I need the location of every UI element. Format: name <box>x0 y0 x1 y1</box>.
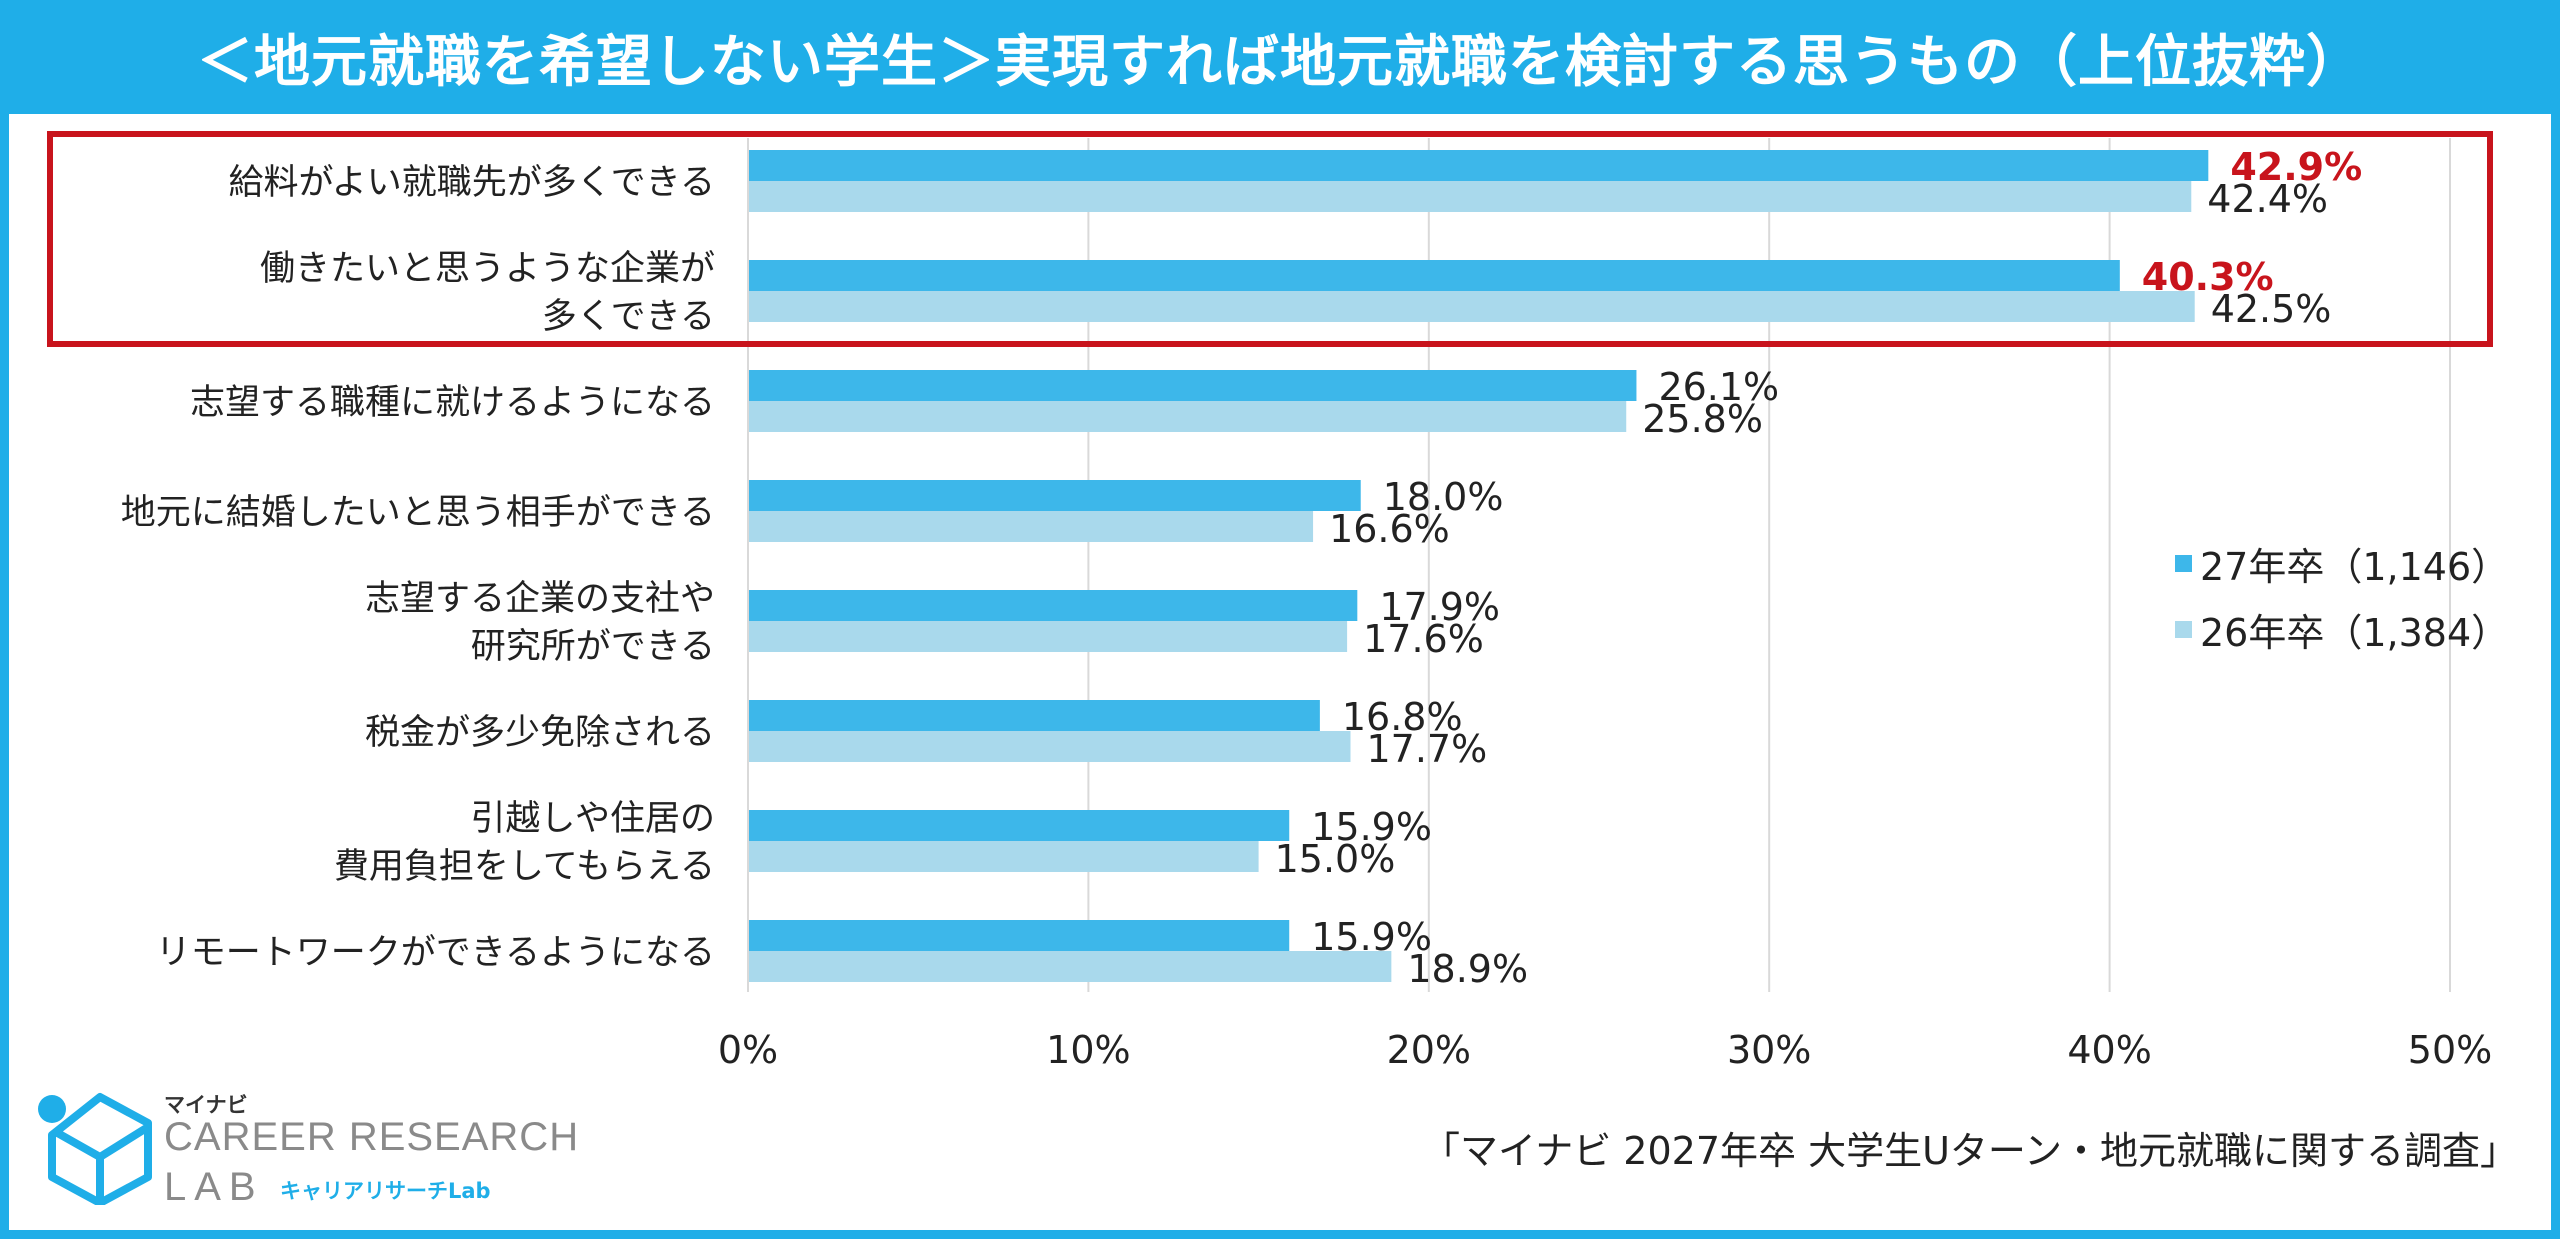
x-tick-label-4: 40% <box>2067 1028 2151 1072</box>
category-label-4: 志望する企業の支社や研究所ができる <box>365 579 715 667</box>
legend-item-27: 27年卒（1,146） <box>2175 530 2509 596</box>
x-tick-label-0: 0% <box>718 1028 778 1072</box>
bar-6-1 <box>748 841 1259 872</box>
logo-cube-icon <box>38 1093 152 1205</box>
data-label-4-1: 17.6% <box>1363 617 1484 661</box>
data-label-0-0: 42.9% <box>2230 145 2362 189</box>
x-tick-label-5: 50% <box>2408 1028 2492 1072</box>
category-label-1: 働きたいと思うような企業が多くできる <box>260 249 715 337</box>
bar-4-0 <box>748 590 1358 621</box>
bar-0-0 <box>748 150 2209 181</box>
x-tick-label-1: 10% <box>1046 1028 1130 1072</box>
category-label-5: 税金が多少免除される <box>365 713 715 753</box>
legend-label-27: 27年卒（1,146） <box>2200 544 2510 589</box>
bar-5-0 <box>748 700 1320 731</box>
legend-item-26: 26年卒（1,384） <box>2175 596 2509 662</box>
logo-line1: CAREER RESEARCH <box>164 1115 580 1159</box>
legend-swatch-27 <box>2175 554 2192 572</box>
bar-2-0 <box>748 370 1637 401</box>
x-tick-label-2: 20% <box>1387 1028 1471 1072</box>
logo-line2: LAB <box>164 1165 264 1209</box>
bar-6-0 <box>748 810 1290 841</box>
category-label-7: リモートワークができるようになる <box>156 933 715 973</box>
category-label-2: 志望する職種に就けるようになる <box>190 383 715 423</box>
legend: 27年卒（1,146） 26年卒（1,384） <box>2175 530 2509 662</box>
legend-swatch-26 <box>2175 620 2192 638</box>
bar-2-1 <box>748 401 1627 432</box>
bar-5-1 <box>748 731 1351 762</box>
category-label-3: 地元に結婚したいと思う相手ができる <box>121 493 715 533</box>
data-label-4-0: 17.9% <box>1379 585 1500 629</box>
bar-3-1 <box>748 511 1314 542</box>
chart-title: ＜地元就職を希望しない学生＞実現すれば地元就職を検討する思うもの（上位抜粋） <box>0 0 2560 114</box>
source-note: 「マイナビ 2027年卒 大学生Uターン・地元就職に関する調査」 <box>1421 1129 2518 1173</box>
bar-7-0 <box>748 920 1290 951</box>
data-label-6-1: 15.0% <box>1275 837 1396 881</box>
bar-1-0 <box>748 260 2120 291</box>
x-tick-label-3: 30% <box>1727 1028 1811 1072</box>
logo-sub: キャリアリサーチLab <box>280 1179 491 1203</box>
data-label-5-0: 16.8% <box>1342 695 1463 739</box>
data-label-6-0: 15.9% <box>1311 805 1432 849</box>
category-label-6: 引越しや住居の費用負担をしてもらえる <box>334 799 715 887</box>
career-research-lab-logo: マイナビ CAREER RESEARCH LAB キャリアリサーチLab <box>30 1085 590 1215</box>
data-label-1-1: 42.5% <box>2211 287 2332 331</box>
data-label-2-1: 25.8% <box>1642 397 1763 441</box>
legend-label-26: 26年卒（1,384） <box>2200 610 2510 655</box>
data-label-3-0: 18.0% <box>1383 475 1504 519</box>
bar-0-1 <box>748 181 2192 212</box>
bar-3-0 <box>748 480 1361 511</box>
logo-brand: マイナビ <box>164 1093 248 1117</box>
data-label-5-1: 17.7% <box>1367 727 1488 771</box>
category-label-0: 給料がよい就職先が多くできる <box>228 163 715 203</box>
data-label-7-1: 18.9% <box>1407 947 1528 991</box>
data-label-2-0: 26.1% <box>1658 365 1779 409</box>
highlight-box <box>47 131 2493 347</box>
data-label-3-1: 16.6% <box>1329 507 1450 551</box>
data-label-0-1: 42.4% <box>2207 177 2328 221</box>
bar-7-1 <box>748 951 1392 982</box>
bar-1-1 <box>748 291 2195 322</box>
bar-4-1 <box>748 621 1348 652</box>
